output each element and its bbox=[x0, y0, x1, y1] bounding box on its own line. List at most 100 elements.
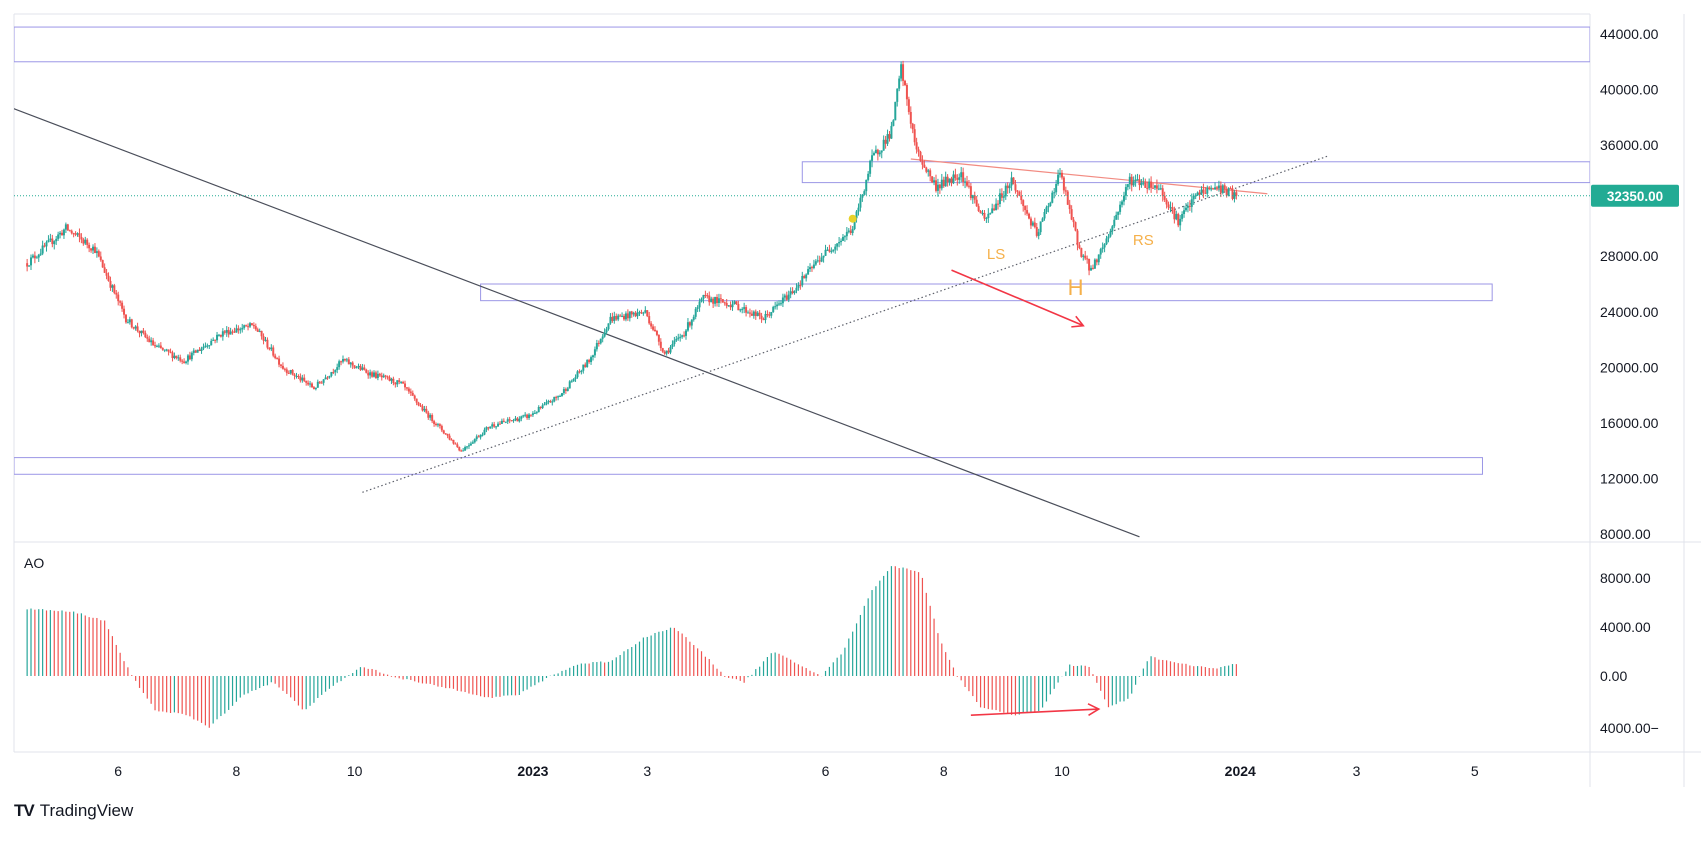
candle bbox=[506, 417, 509, 425]
candle bbox=[409, 388, 412, 396]
candle bbox=[931, 176, 934, 184]
candle bbox=[785, 291, 788, 301]
candle bbox=[237, 325, 240, 334]
candle bbox=[1070, 205, 1073, 221]
candle bbox=[537, 405, 540, 413]
candle bbox=[1113, 215, 1116, 229]
candle bbox=[28, 265, 31, 267]
candle bbox=[1132, 176, 1135, 187]
trendline[interactable] bbox=[0, 103, 1140, 538]
ao-axis[interactable]: 8000.00 4000.00 0.00 4000.00− bbox=[1600, 570, 1659, 736]
candle bbox=[262, 333, 265, 345]
support-resistance-zone[interactable] bbox=[801, 161, 1590, 184]
candle bbox=[768, 311, 771, 318]
candle bbox=[365, 368, 368, 374]
candle bbox=[165, 348, 168, 352]
candle bbox=[882, 135, 885, 151]
candle bbox=[279, 363, 282, 369]
candle bbox=[603, 328, 606, 338]
candle bbox=[566, 386, 569, 392]
candle bbox=[121, 300, 124, 312]
candle bbox=[886, 129, 889, 147]
tradingview-brand[interactable]: TV TradingView bbox=[14, 801, 133, 821]
candle bbox=[491, 422, 494, 429]
candle bbox=[903, 79, 906, 87]
candle bbox=[638, 310, 641, 316]
candle bbox=[750, 310, 753, 316]
candle bbox=[241, 323, 244, 333]
candle bbox=[392, 376, 395, 386]
candle bbox=[762, 317, 765, 321]
support-resistance-zone[interactable] bbox=[14, 26, 1590, 63]
pattern-label[interactable]: LS bbox=[987, 246, 1005, 263]
candle bbox=[1105, 235, 1108, 246]
candle bbox=[816, 255, 819, 263]
dotted-trendline[interactable] bbox=[362, 155, 1328, 493]
candle bbox=[309, 380, 312, 388]
candle bbox=[103, 263, 106, 273]
candle bbox=[248, 321, 251, 328]
candle bbox=[909, 106, 912, 129]
candle bbox=[340, 360, 343, 366]
candle bbox=[896, 88, 899, 107]
candle bbox=[1233, 189, 1236, 203]
candle bbox=[743, 302, 746, 314]
candle bbox=[130, 318, 133, 329]
candle bbox=[812, 259, 815, 270]
candle bbox=[26, 258, 29, 272]
pattern-label[interactable]: RS bbox=[1133, 232, 1154, 249]
candle bbox=[946, 174, 949, 187]
candle bbox=[863, 189, 866, 196]
candle bbox=[791, 287, 794, 295]
arrow-drawing[interactable] bbox=[951, 269, 1085, 328]
candle bbox=[998, 188, 1001, 208]
candle bbox=[1049, 201, 1052, 207]
candle bbox=[254, 323, 257, 331]
candle bbox=[268, 347, 271, 351]
candle bbox=[413, 394, 416, 401]
candle bbox=[1217, 180, 1220, 192]
candle bbox=[712, 296, 715, 308]
candle bbox=[940, 173, 943, 191]
candle bbox=[483, 427, 486, 436]
candle bbox=[188, 351, 191, 361]
price-axis[interactable]: 44000.0040000.0036000.0032000.0028000.00… bbox=[1600, 26, 1659, 542]
price-tick-label: 44000.00 bbox=[1600, 26, 1659, 42]
support-resistance-zone[interactable] bbox=[14, 457, 1483, 475]
candle bbox=[497, 421, 500, 427]
candle bbox=[1080, 247, 1083, 258]
candle bbox=[770, 311, 773, 319]
candle bbox=[630, 310, 633, 318]
candle bbox=[747, 310, 750, 314]
candle bbox=[390, 377, 393, 384]
candle bbox=[322, 379, 325, 386]
candle bbox=[624, 311, 627, 322]
candle bbox=[894, 101, 897, 121]
arrow-drawing[interactable] bbox=[970, 703, 1101, 717]
candle bbox=[700, 297, 703, 303]
candle bbox=[636, 308, 639, 320]
candle bbox=[696, 305, 699, 313]
candle bbox=[291, 369, 294, 376]
candle bbox=[609, 313, 612, 325]
candle bbox=[345, 357, 348, 363]
candle bbox=[1148, 178, 1151, 191]
candle bbox=[1020, 190, 1023, 205]
candle bbox=[1091, 264, 1094, 270]
candle bbox=[1134, 174, 1137, 187]
candle bbox=[500, 418, 503, 425]
candle bbox=[1179, 214, 1182, 231]
candle bbox=[714, 296, 717, 307]
candle bbox=[510, 419, 513, 422]
candle bbox=[667, 347, 670, 355]
candle bbox=[849, 225, 852, 235]
ao-indicator-label[interactable]: AO bbox=[24, 555, 44, 571]
candle bbox=[396, 380, 399, 388]
time-axis[interactable]: 6 8 10 2023 3 6 8 10 2024 3 5 bbox=[114, 763, 1479, 779]
candle bbox=[923, 160, 926, 169]
candle bbox=[820, 252, 823, 263]
pattern-label[interactable]: H bbox=[1068, 275, 1084, 300]
support-resistance-zone[interactable] bbox=[480, 283, 1493, 302]
